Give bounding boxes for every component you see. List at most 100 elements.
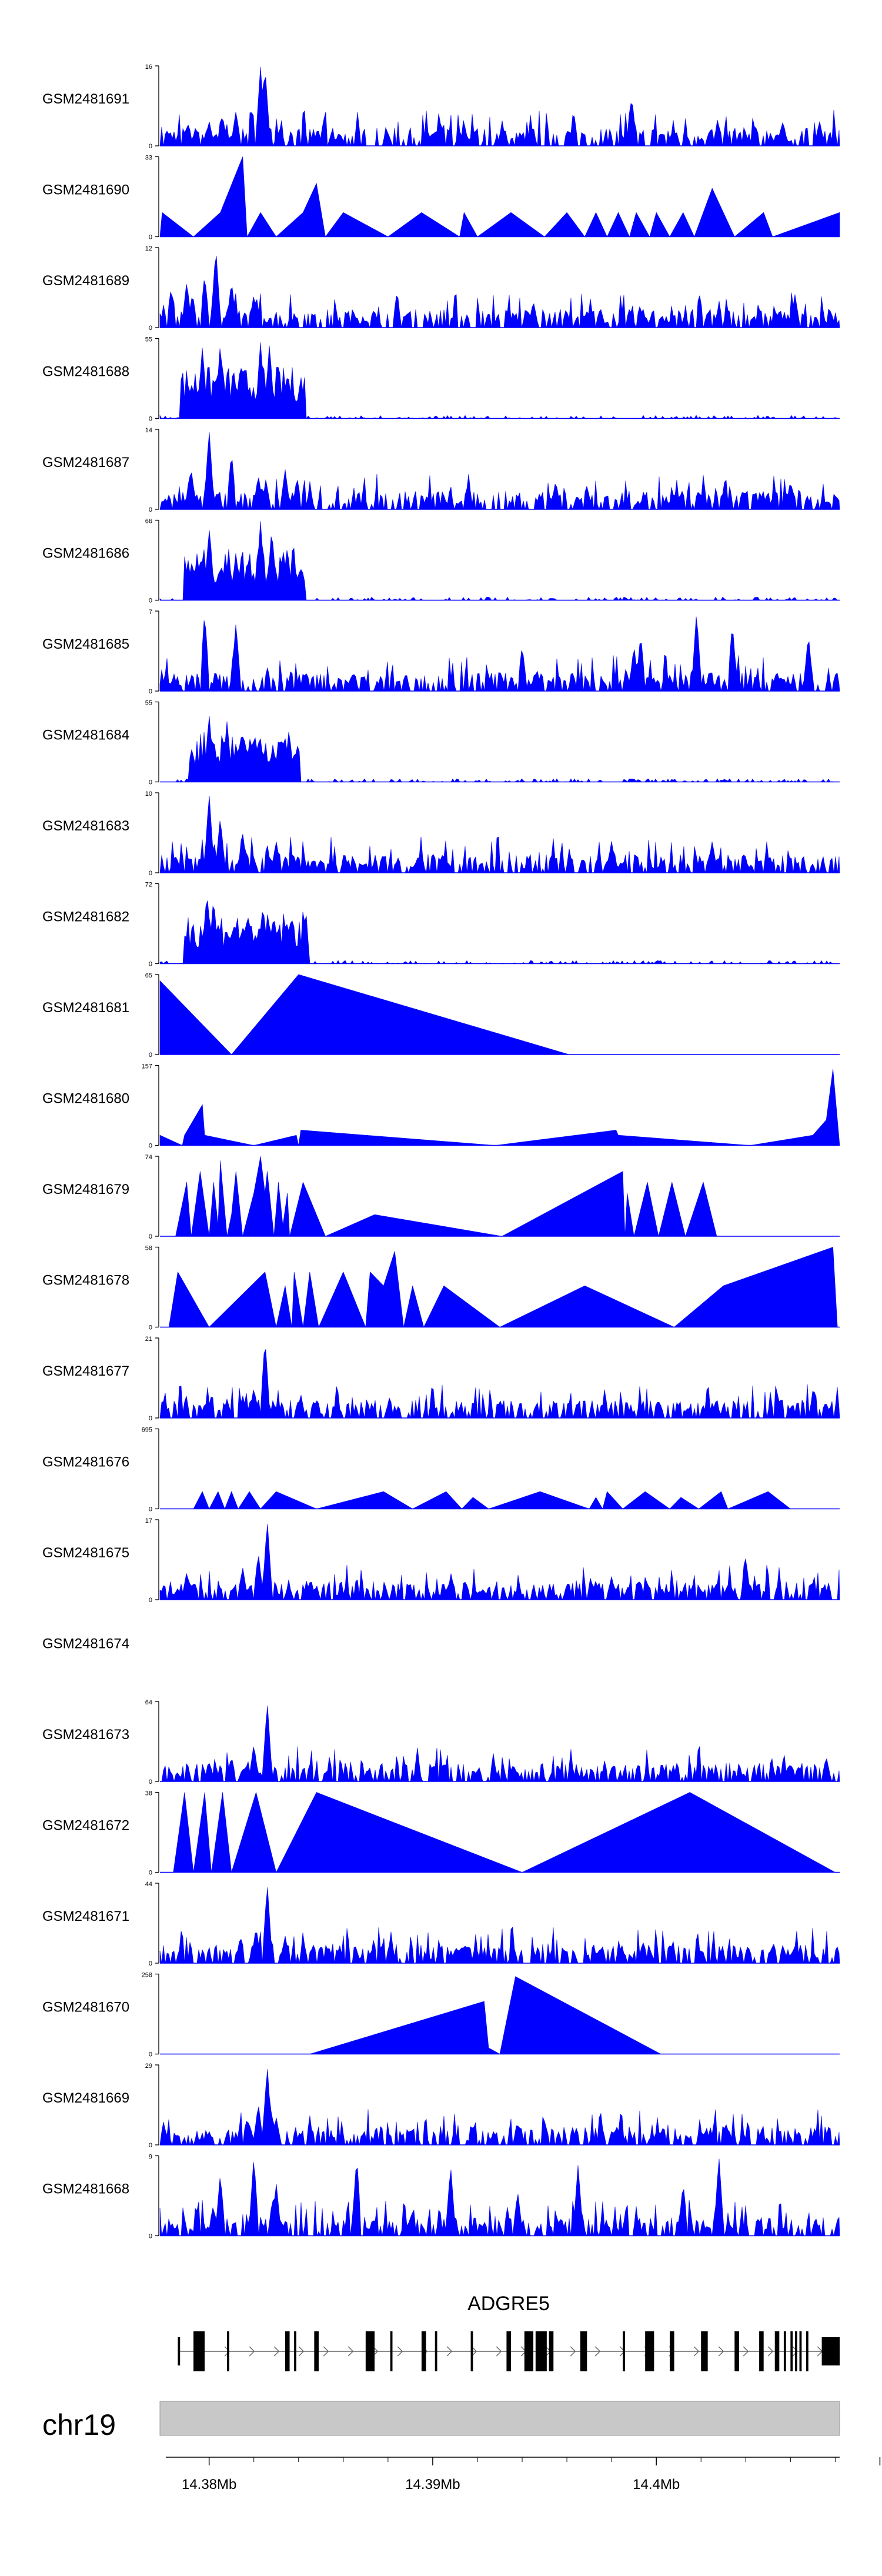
- track-GSM2481675: GSM2481675 17 0: [42, 1517, 840, 1604]
- track-label: GSM2481691: [42, 91, 129, 107]
- track-label: GSM2481668: [42, 2181, 129, 2197]
- y-min-label: 0: [149, 2051, 152, 2058]
- track-label: GSM2481679: [42, 1182, 129, 1197]
- coverage-area: [159, 1069, 840, 1146]
- coverage-area: [159, 432, 840, 510]
- gene-exon: [806, 2331, 808, 2371]
- track-GSM2481673: GSM2481673 64 0: [42, 1699, 840, 1786]
- strand-arrow: [718, 2346, 724, 2357]
- gene-exon: [759, 2331, 764, 2371]
- y-max-label: 9: [149, 2154, 152, 2161]
- strand-arrow: [224, 2346, 230, 2357]
- track-GSM2481690: GSM2481690 33 0: [42, 155, 840, 241]
- track-label: GSM2481685: [42, 636, 129, 652]
- track-label: GSM2481681: [42, 1000, 129, 1016]
- track-label: GSM2481686: [42, 546, 129, 562]
- y-min-label: 0: [149, 2233, 152, 2240]
- track-label: GSM2481671: [42, 1908, 129, 1924]
- gene-exon: [790, 2331, 793, 2371]
- track-GSM2481684: GSM2481684 55 0: [42, 700, 840, 786]
- gene-exon: [821, 2337, 840, 2365]
- track-label: GSM2481675: [42, 1545, 129, 1561]
- y-min-label: 0: [149, 1415, 152, 1422]
- x-axis-ticks: 14.38Mb 14.39Mb 14.4Mb: [182, 2457, 881, 2492]
- coverage-area: [159, 521, 840, 601]
- strand-arrow: [594, 2346, 601, 2357]
- y-min-label: 0: [149, 234, 152, 241]
- strand-arrow: [397, 2346, 403, 2357]
- y-min-label: 0: [149, 1778, 152, 1786]
- track-GSM2481677: GSM2481677 21 0: [42, 1336, 840, 1422]
- coverage-area: [160, 716, 840, 783]
- chromosome-axis-track: chr19 14.38Mb 14.39Mb 14.4Mb: [42, 2401, 881, 2492]
- track-GSM2481682: GSM2481682 72 0: [42, 882, 840, 968]
- y-min-label: 0: [149, 1870, 152, 1877]
- gene-exon: [294, 2331, 296, 2371]
- y-min-label: 0: [149, 870, 152, 877]
- track-label: GSM2481670: [42, 2000, 129, 2016]
- x-tick-label: 14.38Mb: [182, 2477, 236, 2492]
- gene-exon: [774, 2331, 780, 2371]
- track-label: GSM2481690: [42, 182, 129, 198]
- y-max-label: 58: [145, 1245, 152, 1252]
- y-max-label: 157: [142, 1063, 152, 1070]
- x-tick-label: 14.39Mb: [405, 2477, 460, 2492]
- gene-exon: [734, 2331, 739, 2371]
- track-GSM2481678: GSM2481678 58 0: [42, 1245, 840, 1332]
- coverage-area: [159, 1887, 840, 1964]
- coverage-area: [159, 1524, 840, 1601]
- y-max-label: 72: [145, 882, 152, 889]
- coverage-area: [168, 1247, 838, 1328]
- y-max-label: 10: [145, 790, 152, 798]
- gene-exon: [178, 2337, 181, 2365]
- strand-arrow: [348, 2346, 354, 2357]
- track-GSM2481688: GSM2481688 55 0: [42, 336, 840, 423]
- chromosome-band: [159, 2401, 840, 2436]
- y-max-label: 38: [145, 1790, 152, 1797]
- y-min-label: 0: [149, 688, 152, 695]
- gene-name-label: ADGRE5: [467, 2293, 550, 2315]
- track-label: GSM2481682: [42, 909, 129, 925]
- y-max-label: 64: [145, 1699, 152, 1706]
- strand-arrow: [496, 2346, 502, 2357]
- strand-arrow: [249, 2346, 255, 2357]
- coverage-area: [173, 1791, 836, 1873]
- track-label: GSM2481683: [42, 818, 129, 834]
- gene-exon: [506, 2331, 512, 2371]
- coverage-area: [159, 796, 840, 874]
- gene-exon: [535, 2331, 547, 2371]
- strand-arrow: [471, 2346, 477, 2357]
- y-max-label: 66: [145, 518, 152, 525]
- gene-exon: [193, 2331, 205, 2371]
- y-max-label: 65: [145, 972, 152, 979]
- y-min-label: 0: [149, 2142, 152, 2149]
- coverage-area: [159, 342, 840, 419]
- track-GSM2481679: GSM2481679 74 0: [42, 1154, 840, 1240]
- track-label: GSM2481669: [42, 2090, 129, 2106]
- strand-arrow: [298, 2346, 305, 2357]
- track-label: GSM2481680: [42, 1091, 129, 1107]
- coverage-area: [159, 616, 840, 692]
- track-label: GSM2481672: [42, 1818, 129, 1834]
- track-label: GSM2481674: [42, 1636, 129, 1652]
- gene-exon: [701, 2331, 708, 2371]
- y-min-label: 0: [149, 1506, 152, 1513]
- track-GSM2481668: GSM2481668 9 0: [42, 2154, 840, 2240]
- y-max-label: 7: [149, 609, 152, 616]
- gene-exon: [285, 2331, 290, 2371]
- strand-arrow: [743, 2346, 749, 2357]
- y-max-label: 33: [145, 155, 152, 162]
- coverage-area: [159, 2158, 840, 2237]
- y-min-label: 0: [149, 143, 152, 150]
- gene-exon: [580, 2331, 587, 2371]
- gene-track: ADGRE5: [178, 2293, 840, 2371]
- coverage-area: [193, 1491, 791, 1510]
- track-GSM2481671: GSM2481671 44 0: [42, 1881, 840, 1967]
- track-GSM2481674: GSM2481674: [42, 1636, 129, 1652]
- gene-exon: [365, 2331, 375, 2371]
- strand-arrow: [570, 2346, 576, 2357]
- coverage-area: [159, 974, 569, 1055]
- strand-arrow: [693, 2346, 700, 2357]
- y-max-label: 44: [145, 1881, 152, 1888]
- y-min-label: 0: [149, 779, 152, 786]
